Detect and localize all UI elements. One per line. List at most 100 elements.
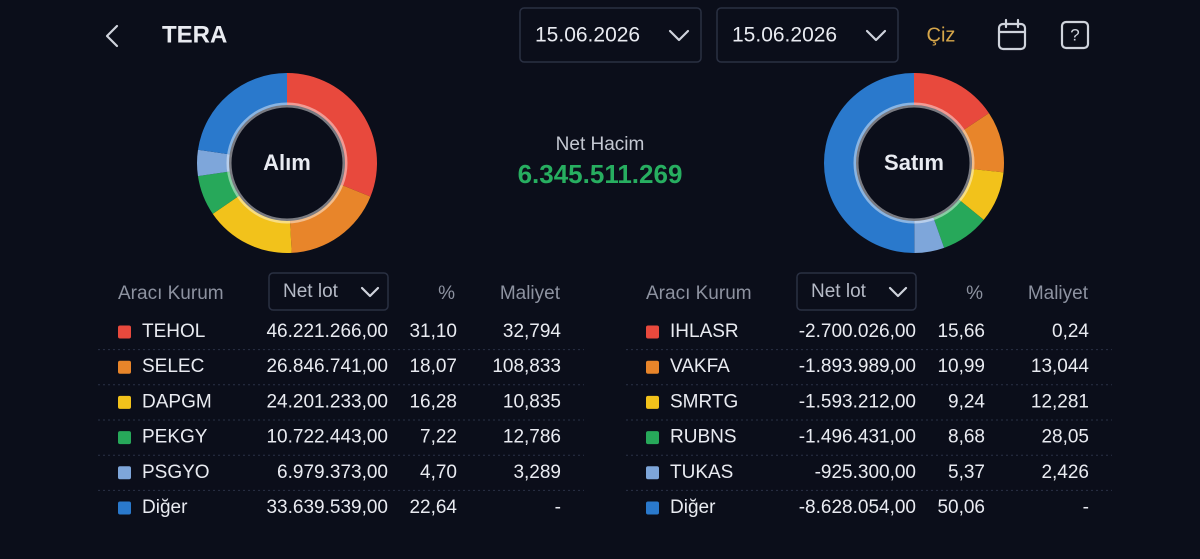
broker-name: PSGYO [142, 462, 210, 483]
date-to: 15.06.2026 [732, 24, 837, 47]
donut-segment [212, 195, 292, 253]
broker-name: Diğer [142, 497, 188, 518]
net-lot: 6.979.373,00 [277, 462, 388, 483]
broker-name: VAKFA [670, 356, 730, 377]
donut-segment [197, 171, 240, 214]
net-lot: -1.496.431,00 [799, 427, 916, 448]
legend-swatch [118, 431, 131, 445]
donut-inner-ring [226, 102, 348, 224]
donut-label: Satım [884, 150, 944, 175]
donut-segment [933, 199, 984, 248]
percent: 15,66 [937, 321, 985, 342]
calendar-icon-detail [997, 18, 1027, 34]
cost: 0,24 [1052, 321, 1089, 342]
help-button[interactable]: ? [1060, 20, 1090, 50]
net-lot: -8.628.054,00 [799, 497, 916, 518]
broker-name: IHLASR [670, 321, 739, 342]
dropdown-icon [865, 29, 887, 42]
donut-segment [958, 169, 1004, 220]
legend-swatch [118, 395, 131, 409]
legend-swatch [646, 501, 659, 515]
donut-segment [197, 73, 287, 155]
help-icon [1060, 20, 1090, 50]
date-box [519, 7, 702, 63]
back-icon [105, 24, 119, 48]
percent: 16,28 [409, 391, 457, 412]
dropdown-box [268, 272, 389, 311]
net-lot: 33.639.539,00 [266, 497, 388, 518]
draw-button[interactable]: Çiz [927, 24, 956, 46]
legend-swatch [118, 501, 131, 515]
cost: 3,289 [513, 462, 561, 483]
percent: 5,37 [948, 462, 985, 483]
calendar-button[interactable] [997, 18, 1027, 51]
donut-center [859, 108, 969, 218]
donut-segment [196, 149, 230, 177]
broker-name: PEKGY [142, 427, 208, 448]
net-lot: 10.722.443,00 [266, 427, 388, 448]
column-header: Net lot [283, 281, 339, 302]
donut-segment [290, 184, 371, 253]
broker-name: SMRTG [670, 391, 738, 412]
cost: - [555, 497, 561, 518]
broker-name: RUBNS [670, 427, 737, 448]
donut-segment [914, 73, 989, 131]
legend-swatch [646, 360, 659, 374]
donut-segment [287, 73, 377, 197]
percent: 18,07 [409, 356, 457, 377]
page-title: TERA [162, 21, 227, 48]
cost: 12,786 [503, 427, 561, 448]
broker-name: Diğer [670, 497, 716, 518]
cost: 32,794 [503, 321, 562, 342]
donut-segment [914, 217, 945, 253]
dropdown-icon [888, 286, 908, 298]
donut-segment [962, 113, 1004, 173]
broker-name: TUKAS [670, 462, 733, 483]
net-volume-label: Net Hacim [556, 134, 645, 155]
net-lot: -2.700.026,00 [799, 321, 916, 342]
date-from-picker[interactable]: 15.06.2026 [519, 7, 702, 63]
column-header: % [966, 283, 983, 304]
donut-label: Alım [263, 150, 311, 175]
cost: 108,833 [492, 356, 561, 377]
percent: 31,10 [409, 321, 457, 342]
donut-center [232, 108, 342, 218]
percent: 4,70 [420, 462, 457, 483]
date-to-picker[interactable]: 15.06.2026 [716, 7, 899, 63]
cost: 28,05 [1041, 427, 1089, 448]
broker-name: TEHOL [142, 321, 205, 342]
percent: 8,68 [948, 427, 985, 448]
column-header: Maliyet [500, 283, 561, 304]
date-box [716, 7, 899, 63]
column-header: Aracı Kurum [118, 283, 224, 304]
column-header: Net lot [811, 281, 867, 302]
net-lot: 46.221.266,00 [266, 321, 388, 342]
legend-swatch [646, 466, 659, 480]
cost: 13,044 [1031, 356, 1090, 377]
column-header: Aracı Kurum [646, 283, 752, 304]
net-lot-dropdown[interactable] [268, 272, 389, 311]
net-lot-dropdown[interactable] [796, 272, 917, 311]
net-lot: -1.893.989,00 [799, 356, 916, 377]
legend-swatch [118, 466, 131, 480]
legend-swatch [646, 395, 659, 409]
legend-swatch [646, 431, 659, 445]
percent: 10,99 [937, 356, 985, 377]
date-from: 15.06.2026 [535, 24, 640, 47]
dropdown-icon [668, 29, 690, 42]
cost: 12,281 [1031, 391, 1089, 412]
net-lot: -925.300,00 [815, 462, 916, 483]
legend-swatch [646, 325, 659, 339]
dropdown-icon [360, 286, 380, 298]
donut-segment [823, 73, 915, 253]
back-button[interactable] [105, 24, 119, 48]
cost: - [1083, 497, 1089, 518]
net-lot: -1.593.212,00 [799, 391, 916, 412]
cost: 2,426 [1041, 462, 1089, 483]
legend-swatch [118, 325, 131, 339]
column-header: % [438, 283, 455, 304]
percent: 50,06 [937, 497, 985, 518]
dropdown-box [796, 272, 917, 311]
